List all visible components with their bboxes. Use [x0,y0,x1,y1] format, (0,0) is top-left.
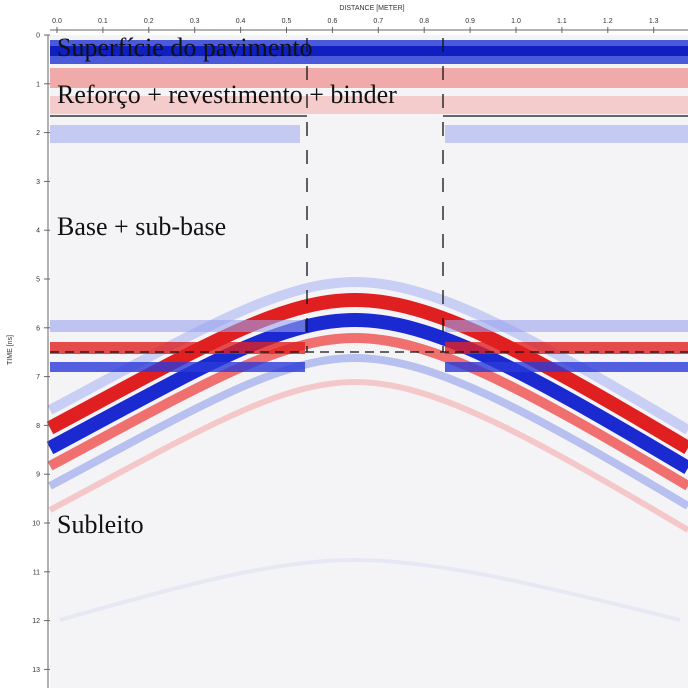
x-axis-title: DISTANCE [METER] [339,5,404,12]
x-tick-label: 0.9 [465,18,475,25]
y-tick-label: 11 [33,569,40,576]
y-tick-label: 8 [36,423,40,430]
y-axis-title: TIME [ns] [7,335,14,365]
x-tick-label: 0.5 [282,18,292,25]
y-tick-label: 13 [32,667,40,674]
annotation: Base + sub-base [57,212,226,241]
y-tick-label: 6 [36,325,40,332]
x-tick-label: 0.4 [236,18,246,25]
radargram: DISTANCE [METER] TIME [ns] 0.0 0.1 0.2 0.3 0… [0,0,688,688]
y-tick-label: 0 [36,33,40,40]
x-tick-label: 0.3 [190,18,200,25]
x-tick-label: 1.2 [603,18,613,25]
y-tick-label: 1 [36,81,40,88]
x-tick-label: 0.8 [419,18,429,25]
x-tick-label: 1.3 [649,18,659,25]
y-tick-label: 3 [36,179,40,186]
annotation: Subleito [57,510,144,539]
y-tick-label: 9 [36,472,40,479]
x-tick-label: 0.6 [328,18,338,25]
y-tick-label: 5 [36,277,40,284]
y-tick-label: 4 [36,228,40,235]
y-tick-label: 7 [36,374,40,381]
y-tick-label: 12 [32,618,40,625]
y-tick-label: 2 [36,130,40,137]
x-tick-label: 0.1 [98,18,108,25]
x-tick-label: 1.0 [511,18,521,25]
annotation: Reforço + revestimento + binder [57,80,397,109]
x-tick-label: 0.2 [144,18,154,25]
x-tick-label: 1.1 [557,18,567,25]
y-tick-label: 10 [32,521,40,528]
annotation: Superfície do pavimento [57,33,313,62]
x-tick-label: 0.7 [373,18,383,25]
x-tick-label: 0.0 [52,18,62,25]
